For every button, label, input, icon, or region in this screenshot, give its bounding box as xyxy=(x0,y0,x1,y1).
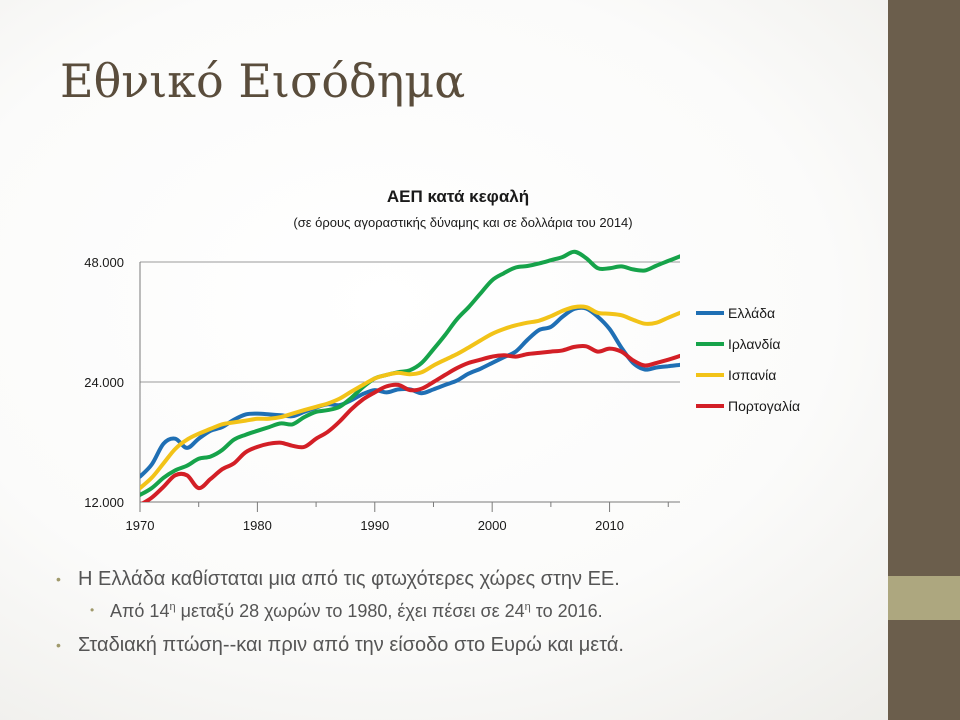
series-line xyxy=(140,249,680,497)
slide-title: Εθνικό Εισόδημα xyxy=(60,54,466,108)
legend-label: Ελλάδα xyxy=(728,305,775,321)
legend-label: Ιρλανδία xyxy=(728,336,780,352)
x-tick-label: 2010 xyxy=(595,518,624,533)
sidebar-accent-band xyxy=(888,576,960,620)
sub-bullet-text-a: Από 14 xyxy=(110,601,170,621)
y-tick-label: 24.000 xyxy=(84,375,124,390)
ordinal-sup-2: η xyxy=(524,601,531,613)
x-tick-label: 1990 xyxy=(360,518,389,533)
x-tick-label: 1980 xyxy=(243,518,272,533)
bullet-item: • Σταδιακή πτώση--και πριν από την είσοδ… xyxy=(56,634,876,657)
sub-bullet-text-b: μεταξύ 28 χωρών το 1980, έχει πέσει σε 2… xyxy=(175,601,525,621)
bullet-item: • Η Ελλάδα καθίσταται μια από τις φτωχότ… xyxy=(56,568,876,591)
bullet-text: Σταδιακή πτώση--και πριν από την είσοδο … xyxy=(78,634,624,656)
sub-bullet-text-c: το 2016. xyxy=(530,601,603,621)
x-tick-label: 1970 xyxy=(126,518,155,533)
bullet-dot-icon: • xyxy=(90,603,95,617)
series-line xyxy=(140,304,680,491)
x-tick-label: 2000 xyxy=(478,518,507,533)
y-tick-label: 48.000 xyxy=(84,255,124,270)
legend-label: Ισπανία xyxy=(728,367,776,383)
series-line xyxy=(141,343,680,502)
chart-title: ΑΕΠ κατά κεφαλή xyxy=(387,187,529,206)
bullet-text: Η Ελλάδα καθίσταται μια από τις φτωχότερ… xyxy=(78,568,620,590)
ordinal-sup-1: η xyxy=(169,601,176,613)
chart-subtitle: (σε όρους αγοραστικής δύναμης και σε δολ… xyxy=(293,215,632,230)
legend-label: Πορτογαλία xyxy=(728,398,800,414)
bullet-list: • Η Ελλάδα καθίσταται μια από τις φτωχότ… xyxy=(56,568,876,667)
bullet-dot-icon: • xyxy=(56,637,61,653)
sub-bullet-item: • Από 14η μεταξύ 28 χωρών το 1980, έχει … xyxy=(56,601,876,622)
y-tick-label: 12.000 xyxy=(84,495,124,510)
bullet-dot-icon: • xyxy=(56,571,61,587)
